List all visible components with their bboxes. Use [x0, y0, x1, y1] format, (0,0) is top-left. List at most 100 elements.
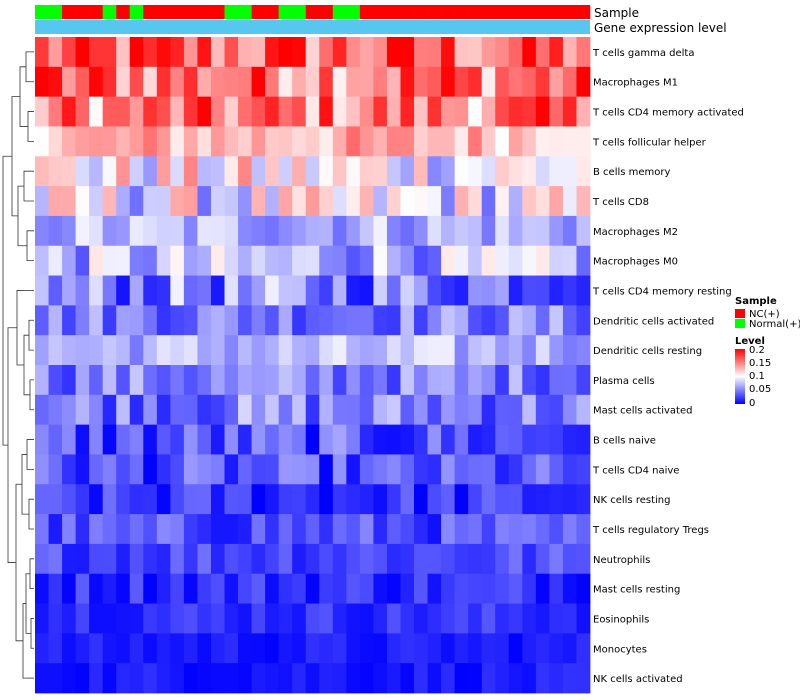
heatmap-cell — [508, 305, 523, 336]
sample-annotation-cell — [481, 5, 496, 19]
heatmap-cell — [129, 573, 144, 604]
heatmap-cell — [183, 514, 198, 545]
heatmap-cell — [238, 543, 252, 575]
expression-annotation-track — [35, 20, 590, 34]
heatmap-cell — [508, 365, 523, 396]
heatmap-cell — [549, 156, 564, 187]
heatmap-cell — [129, 484, 144, 515]
heatmap-cell — [549, 66, 564, 98]
heatmap-cell — [305, 335, 320, 366]
heatmap-cell — [156, 37, 171, 68]
heatmap-cell — [170, 424, 185, 455]
heatmap-cell — [156, 215, 171, 247]
heatmap-cell — [549, 573, 564, 604]
heatmap-cell — [156, 573, 171, 604]
heatmap-cell — [481, 215, 496, 247]
heatmap-cell — [48, 156, 63, 187]
heatmap-cell — [508, 37, 523, 68]
heatmap-cell — [102, 335, 117, 366]
heatmap-cell — [278, 37, 293, 68]
heatmap-cell — [400, 603, 415, 634]
heatmap-cell — [89, 126, 104, 157]
heatmap-cell — [48, 215, 63, 247]
heatmap-cell — [576, 573, 591, 604]
heatmap-cell — [332, 484, 347, 515]
heatmap-cell — [386, 514, 401, 545]
heatmap-cell — [522, 37, 537, 68]
heatmap-cell — [197, 37, 212, 68]
heatmap-cell — [562, 37, 577, 68]
heatmap-cell — [441, 156, 456, 187]
heatmap-cell — [576, 186, 591, 217]
sample-annotation-cell — [576, 5, 591, 19]
sample-annotation-cell — [170, 5, 185, 19]
heatmap-cell — [468, 126, 483, 157]
heatmap-cell — [197, 186, 212, 217]
heatmap-cell — [116, 66, 131, 98]
heatmap-cell — [441, 275, 456, 306]
heatmap-cell — [508, 245, 523, 276]
heatmap-cell — [35, 603, 49, 634]
heatmap-cell — [400, 335, 415, 366]
heatmap-cell — [305, 305, 320, 336]
heatmap-cell — [346, 454, 361, 485]
heatmap-cell — [346, 543, 361, 575]
heatmap-cell — [292, 66, 307, 98]
sample-annotation-cell — [224, 5, 239, 19]
heatmap-cell — [143, 663, 158, 694]
heatmap-cell — [116, 365, 131, 396]
heatmap-cell — [210, 633, 225, 664]
heatmap-cell — [89, 543, 104, 575]
heatmap-cell — [332, 573, 347, 604]
heatmap-cell — [265, 484, 280, 515]
heatmap-cell — [143, 573, 158, 604]
heatmap-cell — [468, 37, 483, 68]
heatmap-cell — [35, 66, 49, 98]
heatmap-cell — [441, 603, 456, 634]
heatmap-cell — [359, 603, 374, 634]
heatmap-cell — [386, 156, 401, 187]
heatmap-cell — [197, 633, 212, 664]
heatmap-cell — [210, 603, 225, 634]
heatmap-cell — [522, 335, 537, 366]
heatmap-cell — [48, 573, 63, 604]
heatmap-cell — [495, 215, 510, 247]
heatmap-cell — [305, 66, 320, 98]
heatmap-cell — [116, 454, 131, 485]
heatmap-cell — [75, 543, 90, 575]
heatmap-cell — [522, 305, 537, 336]
heatmap-cell — [305, 573, 320, 604]
heatmap-cell — [183, 603, 198, 634]
heatmap-cell — [373, 365, 388, 396]
column-annotations — [35, 5, 591, 34]
heatmap-cell — [427, 424, 442, 455]
heatmap-cell — [89, 484, 104, 515]
heatmap-cell — [400, 573, 415, 604]
heatmap-cell — [116, 156, 131, 187]
heatmap-cell — [495, 66, 510, 98]
heatmap-cell — [386, 66, 401, 98]
heatmap-cell — [278, 424, 293, 455]
heatmap-cell — [143, 215, 158, 247]
heatmap-cell — [332, 156, 347, 187]
level-colorbar — [735, 349, 745, 404]
sample-annotation-cell — [346, 5, 361, 19]
heatmap-cell — [468, 365, 483, 396]
row-label: B cells naive — [593, 436, 656, 447]
heatmap-cell — [319, 543, 334, 575]
sample-annotation-cell — [468, 5, 483, 19]
heatmap-cell — [386, 603, 401, 634]
heatmap-cell — [549, 484, 564, 515]
heatmap-cell — [481, 394, 496, 426]
heatmap-cell — [562, 96, 577, 127]
heatmap-cell — [319, 186, 334, 217]
heatmap-cell — [197, 663, 212, 694]
heatmap-cell — [508, 275, 523, 306]
heatmap-cell — [251, 454, 266, 485]
heatmap-cell — [62, 66, 77, 98]
heatmap-cell — [400, 394, 415, 426]
heatmap-cell — [481, 126, 496, 157]
heatmap-cell — [75, 573, 90, 604]
heatmap-cell — [170, 66, 185, 98]
row-label: Dendritic cells activated — [593, 316, 714, 327]
